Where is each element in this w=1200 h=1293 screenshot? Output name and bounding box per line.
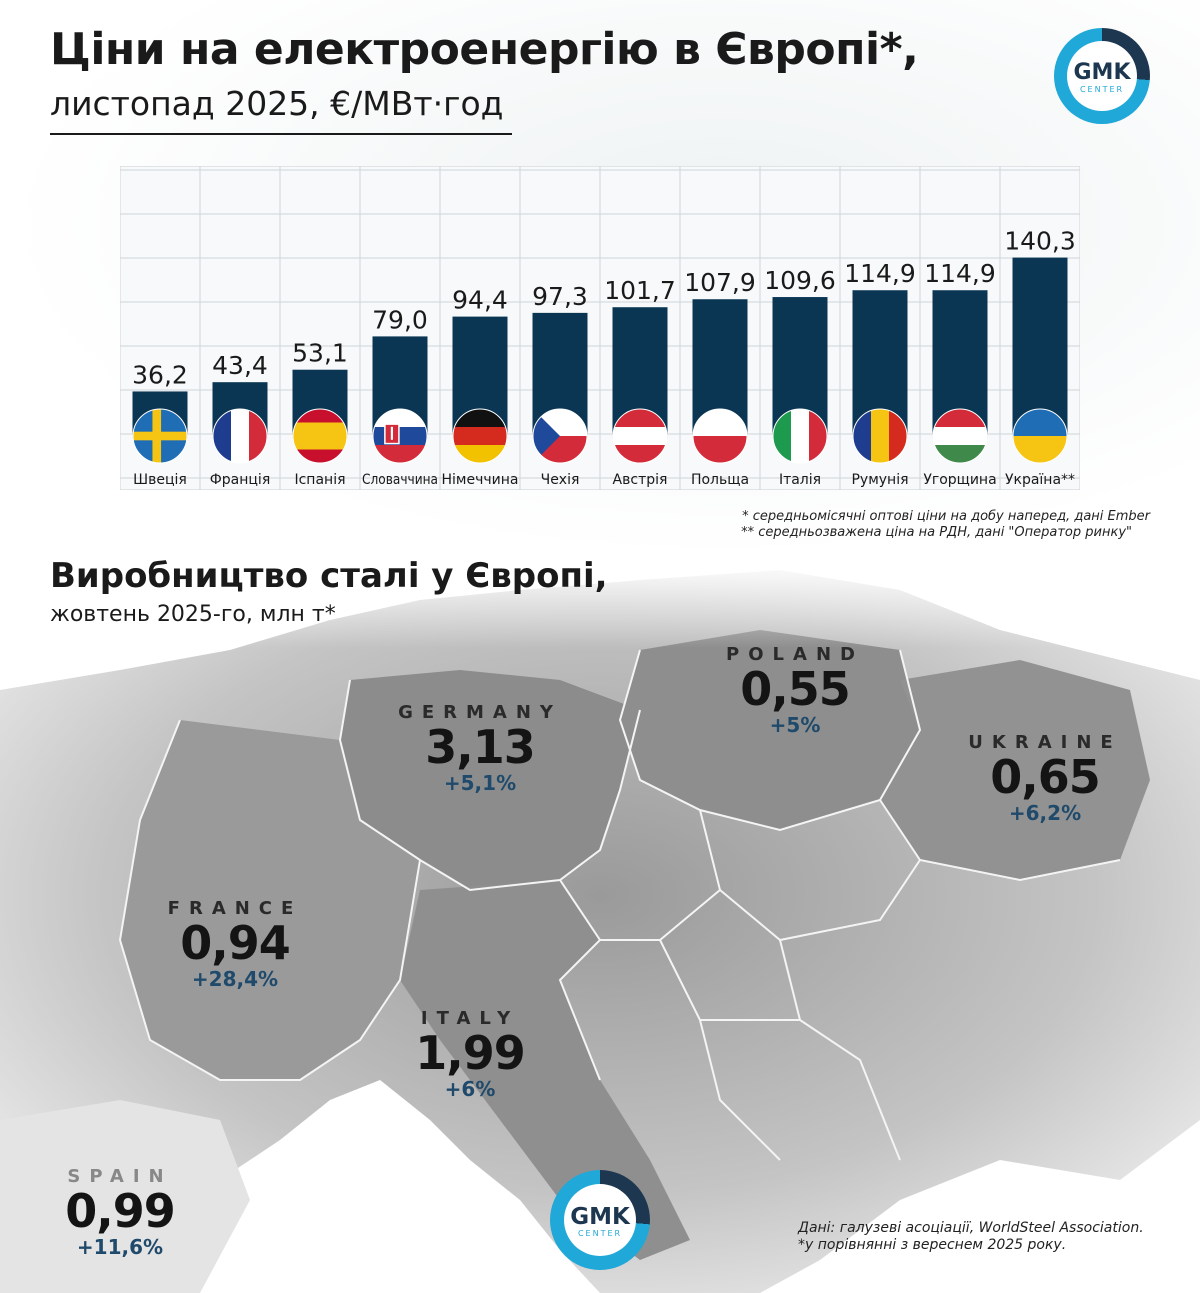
flag-ring bbox=[372, 408, 428, 464]
category-label: Італія bbox=[779, 472, 821, 488]
flag-ring bbox=[612, 408, 668, 464]
steel-change: +11,6% bbox=[76, 1235, 164, 1260]
footnote-1: * середньомісячні оптові ціни на добу на… bbox=[742, 509, 1150, 524]
steel-change: +5% bbox=[769, 713, 821, 738]
bar-value-label: 36,2 bbox=[132, 360, 188, 389]
steel-value: 3,13 bbox=[425, 720, 536, 774]
title-divider bbox=[50, 133, 512, 135]
austria-flag bbox=[613, 409, 667, 463]
bar-value-label: 43,4 bbox=[212, 351, 268, 380]
bar-value-label: 101,7 bbox=[604, 276, 676, 305]
category-label: Угорщина bbox=[923, 472, 996, 488]
italy-flag bbox=[773, 409, 827, 463]
footnote-2: ** середньозважена ціна на РДН, дані "Оп… bbox=[741, 525, 1132, 540]
bar-value-label: 109,6 bbox=[764, 266, 836, 295]
category-label: Німеччина bbox=[442, 472, 519, 488]
hungary-flag bbox=[933, 409, 987, 463]
flag-ring bbox=[1012, 408, 1068, 464]
chart-bar bbox=[1012, 257, 1068, 438]
category-label: Румунія bbox=[851, 472, 908, 488]
sweden-flag bbox=[133, 409, 187, 463]
steel-subtitle: жовтень 2025-го, млн т* bbox=[50, 602, 336, 627]
logo-text: GMK bbox=[1073, 60, 1131, 85]
flag-ring bbox=[772, 408, 828, 464]
source-line-2: *у порівнянні з вереснем 2025 року. bbox=[798, 1236, 1067, 1253]
bar-value-label: 53,1 bbox=[292, 339, 348, 368]
gmk-logo-top: GMK CENTER bbox=[1054, 28, 1150, 124]
germany-flag bbox=[453, 409, 507, 463]
chart-subtitle: листопад 2025, €/МВт·год bbox=[50, 84, 504, 123]
country-spain: SPAIN 0,99 +11,6% bbox=[40, 1166, 200, 1259]
logo-text: GMK bbox=[570, 1204, 630, 1230]
country-name: GERMANY bbox=[398, 702, 562, 723]
bar-value-label: 114,9 bbox=[844, 259, 916, 288]
logo-subtext: CENTER bbox=[577, 1229, 623, 1238]
europe-map bbox=[0, 560, 1200, 1293]
steel-value: 0,99 bbox=[65, 1184, 176, 1238]
source-line-1: Дані: галузеві асоціації, WorldSteel Ass… bbox=[798, 1220, 1144, 1236]
chart-canvas: 36,2 Швеція 43,4 Франція 53,1 Іспанія 79,0 Слов… bbox=[120, 166, 1080, 490]
category-label: Чехія bbox=[541, 472, 580, 488]
country-name: POLAND bbox=[726, 644, 864, 665]
flag-ring bbox=[292, 408, 348, 464]
bar-value-label: 107,9 bbox=[684, 268, 756, 297]
electricity-price-chart: 36,2 Швеція 43,4 Франція 53,1 Іспанія 79,0 Слов… bbox=[120, 166, 1080, 490]
flag-ring bbox=[132, 408, 188, 464]
category-label: Швеція bbox=[133, 472, 187, 488]
category-label: Словаччина bbox=[362, 472, 438, 488]
logo-subtext: CENTER bbox=[1079, 85, 1125, 94]
category-label: Україна** bbox=[1005, 472, 1075, 488]
steel-value: 0,55 bbox=[740, 662, 851, 716]
bar-value-label: 79,0 bbox=[372, 305, 428, 334]
category-label: Польща bbox=[691, 472, 749, 488]
flag-ring bbox=[852, 408, 908, 464]
flag-ring bbox=[692, 408, 748, 464]
category-label: Австрія bbox=[613, 472, 668, 488]
flag-ring bbox=[212, 408, 268, 464]
bar-value-label: 140,3 bbox=[1004, 227, 1076, 256]
flag-ring bbox=[452, 408, 508, 464]
source-note: Дані: галузеві асоціації, WorldSteel Ass… bbox=[798, 1220, 1144, 1254]
category-label: Франція bbox=[210, 472, 271, 488]
country-name: UKRAINE bbox=[968, 732, 1122, 753]
country-name: SPAIN bbox=[67, 1166, 173, 1187]
steel-change: +6% bbox=[444, 1077, 496, 1102]
slovakia-flag bbox=[373, 409, 427, 463]
bar-value-label: 94,4 bbox=[452, 286, 508, 315]
steel-value: 0,94 bbox=[180, 916, 291, 970]
country-italy: ITALY 1,99 +6% bbox=[385, 1008, 555, 1101]
steel-value: 1,99 bbox=[415, 1026, 526, 1080]
steel-value: 0,65 bbox=[990, 750, 1101, 804]
steel-title: Виробництво сталі у Європі, bbox=[50, 556, 608, 596]
chart-title: Ціни на електроенергію в Європі*, bbox=[50, 24, 919, 75]
bar-value-label: 114,9 bbox=[924, 259, 996, 288]
steel-change: +28,4% bbox=[191, 967, 279, 992]
country-name: ITALY bbox=[420, 1008, 520, 1029]
bar-value-label: 97,3 bbox=[532, 282, 588, 311]
flag-ring bbox=[932, 408, 988, 464]
country-germany: GERMANY 3,13 +5,1% bbox=[380, 702, 580, 795]
flag-ring bbox=[532, 408, 588, 464]
steel-change: +6,2% bbox=[1008, 801, 1082, 826]
steel-change: +5,1% bbox=[443, 771, 517, 796]
country-poland: POLAND 0,55 +5% bbox=[700, 644, 890, 737]
category-label: Іспанія bbox=[294, 472, 345, 488]
country-name: FRANCE bbox=[167, 898, 303, 919]
country-ukraine: UKRAINE 0,65 +6,2% bbox=[945, 732, 1145, 825]
france-flag bbox=[213, 409, 267, 463]
country-france: FRANCE 0,94 +28,4% bbox=[140, 898, 330, 991]
romania-flag bbox=[853, 409, 907, 463]
gmk-logo-bottom: GMK CENTER bbox=[550, 1170, 650, 1270]
